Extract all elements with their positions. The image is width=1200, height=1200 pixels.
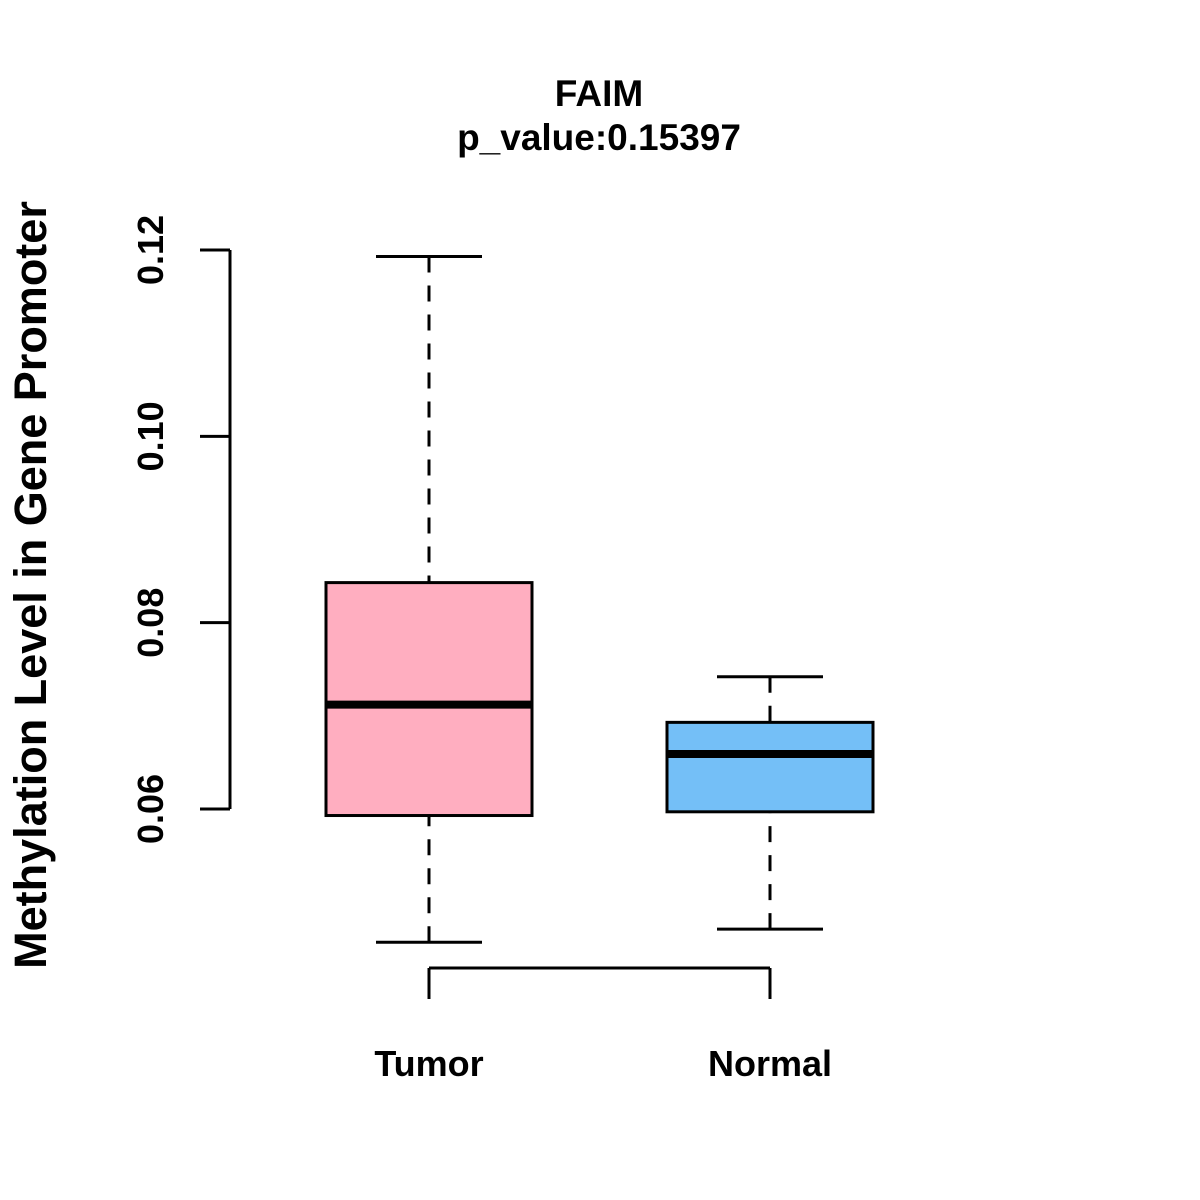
axes-group: 0.06 0.08 0.10 0.12 Tumor Normal: [130, 215, 832, 1084]
tumor-iqr-box: [324, 581, 534, 818]
boxes-group: [324, 255, 875, 944]
y-axis-label: Methylation Level in Gene Promoter: [5, 201, 56, 969]
chart-title: FAIM: [555, 73, 643, 114]
chart-subtitle: p_value:0.15397: [457, 117, 741, 158]
tumor-category-label: Tumor: [374, 1043, 483, 1084]
normal-iqr-box: [665, 720, 875, 814]
normal-category-label: Normal: [708, 1043, 832, 1084]
y-tick-label: 0.12: [130, 215, 171, 285]
y-tick-label: 0.06: [130, 774, 171, 844]
y-tick-label: 0.08: [130, 588, 171, 658]
y-tick-label: 0.10: [130, 401, 171, 471]
